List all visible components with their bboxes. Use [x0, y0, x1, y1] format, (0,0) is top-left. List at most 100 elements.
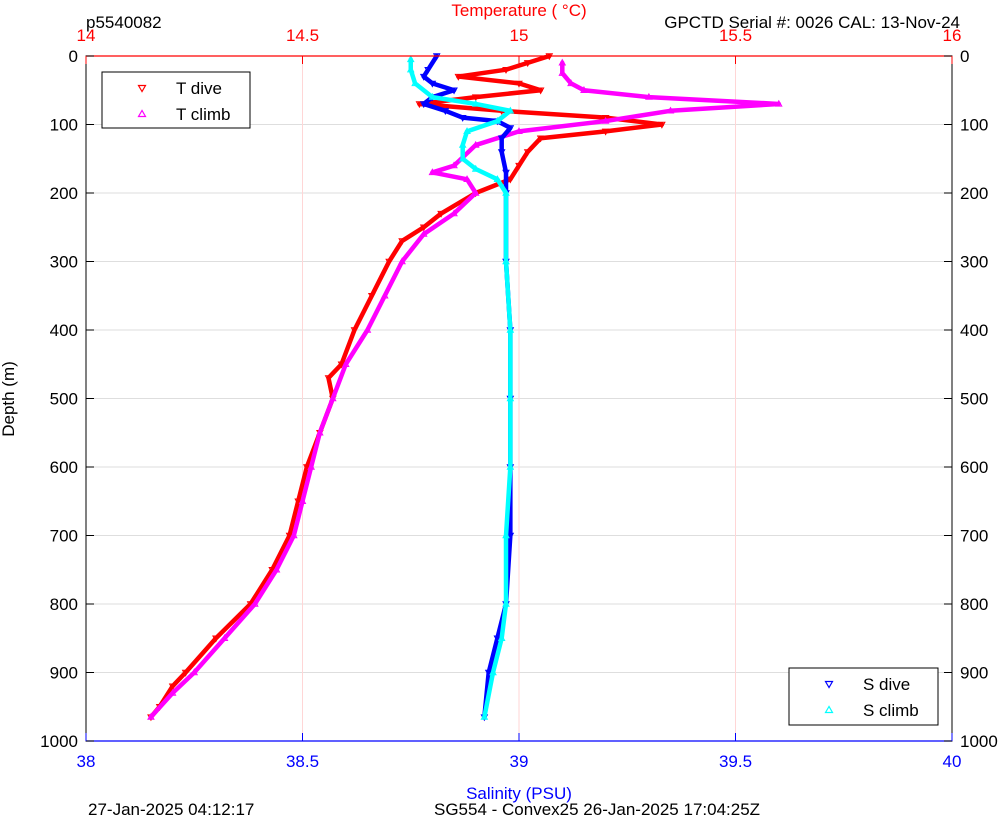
- data-point: [497, 149, 506, 157]
- depth-tick-label-left: 800: [50, 595, 78, 614]
- data-point: [190, 668, 199, 676]
- data-point: [523, 149, 532, 157]
- data-point: [666, 106, 675, 114]
- depth-tick-label-right: 1000: [960, 732, 998, 751]
- data-point: [506, 462, 515, 470]
- data-point: [441, 108, 450, 116]
- data-point: [497, 135, 506, 143]
- data-point: [350, 327, 359, 335]
- depth-tick-label-left: 400: [50, 321, 78, 340]
- data-point: [493, 116, 502, 124]
- legend-bottom-right: S dive S climb: [788, 667, 939, 726]
- data-point: [380, 291, 389, 299]
- depth-tick-label-left: 700: [50, 527, 78, 546]
- data-point: [220, 634, 229, 641]
- data-point: [480, 712, 489, 720]
- data-point: [471, 99, 480, 107]
- series-line: [148, 53, 665, 720]
- data-point: [147, 712, 155, 720]
- data-point: [168, 688, 177, 696]
- data-point: [471, 188, 480, 196]
- legend-box: [788, 667, 939, 726]
- data-point: [424, 67, 432, 74]
- salinity-tick-label: 39.5: [719, 752, 752, 771]
- series-t-climb: [147, 58, 783, 720]
- data-point: [506, 325, 515, 333]
- data-point: [302, 464, 311, 472]
- data-point: [398, 238, 406, 246]
- data-point: [502, 599, 510, 607]
- data-point: [645, 92, 653, 100]
- depth-axis-label: Depth (m): [0, 361, 18, 437]
- data-point: [341, 360, 350, 367]
- depth-tick-label-right: 500: [960, 390, 988, 409]
- data-point: [506, 106, 515, 114]
- data-point: [419, 229, 428, 237]
- data-point: [289, 531, 298, 539]
- salinity-axis-label: Salinity (PSU): [466, 784, 572, 803]
- data-point: [567, 79, 575, 87]
- data-point: [497, 634, 506, 641]
- data-point: [419, 73, 428, 81]
- data-point: [324, 375, 333, 383]
- data-point: [558, 58, 567, 66]
- depth-tick-label-right: 900: [960, 664, 988, 683]
- depth-tick-label-left: 100: [50, 116, 78, 135]
- footer-left: 27-Jan-2025 04:12:17: [88, 800, 254, 819]
- data-point: [458, 154, 467, 162]
- data-point: [168, 683, 177, 691]
- data-point: [463, 175, 471, 182]
- data-point: [428, 80, 437, 88]
- salinity-tick-label: 40: [943, 752, 962, 771]
- data-point: [450, 87, 458, 95]
- legend-entry-label: T climb: [176, 105, 230, 124]
- data-point: [502, 257, 510, 265]
- data-point: [363, 325, 372, 333]
- data-point: [515, 127, 523, 135]
- data-point: [601, 128, 610, 136]
- depth-tick-label-right: 700: [960, 527, 988, 546]
- data-point: [285, 532, 294, 540]
- data-point: [298, 497, 307, 504]
- data-point: [515, 80, 523, 88]
- data-point: [658, 121, 666, 129]
- legend-box: [101, 71, 251, 129]
- data-point: [506, 176, 515, 184]
- data-point: [450, 209, 458, 217]
- temperature-axis-label: Temperature ( °C): [451, 1, 586, 20]
- legend-marker: [824, 705, 834, 714]
- depth-tick-label-right: 300: [960, 253, 988, 272]
- data-point: [294, 498, 303, 506]
- salinity-tick-label: 38.5: [286, 752, 319, 771]
- temperature-tick-label: 15: [510, 26, 529, 45]
- data-point: [458, 140, 467, 148]
- salinity-tick-label: 38: [77, 752, 96, 771]
- data-point: [502, 67, 510, 74]
- temperature-tick-label: 14: [77, 26, 96, 45]
- data-point: [415, 101, 424, 109]
- data-point: [419, 101, 428, 109]
- data-point: [428, 168, 437, 176]
- series-line: [148, 60, 782, 720]
- data-point: [428, 92, 437, 100]
- depth-tick-label-left: 0: [69, 47, 78, 66]
- depth-tick-label-left: 200: [50, 184, 78, 203]
- data-point: [515, 162, 523, 170]
- data-point: [272, 565, 281, 573]
- legend-entry-label: S dive: [863, 675, 910, 694]
- data-point: [411, 79, 419, 87]
- depth-tick-label-right: 800: [960, 595, 988, 614]
- data-point: [463, 127, 471, 135]
- legends: T dive T climb S dive S climb: [101, 71, 939, 726]
- tick-labels: 0 0 100 100 200 200 300 300 400 400 500 500 600 600 70…: [40, 26, 998, 771]
- data-point: [506, 125, 515, 133]
- data-point: [774, 99, 783, 107]
- depth-tick-label-left: 1000: [40, 732, 78, 751]
- depth-tick-label-left: 300: [50, 253, 78, 272]
- data-point: [212, 635, 220, 643]
- data-point: [471, 140, 480, 148]
- data-point: [398, 257, 406, 265]
- data-point: [450, 161, 458, 169]
- data-point: [506, 532, 515, 540]
- legend-entry-label: S climb: [863, 701, 919, 720]
